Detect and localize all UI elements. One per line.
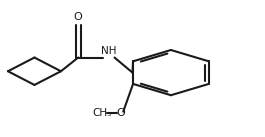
Text: CH₃: CH₃ — [92, 108, 112, 118]
Text: NH: NH — [101, 46, 116, 56]
Text: O: O — [74, 12, 83, 22]
Text: O: O — [116, 108, 125, 118]
